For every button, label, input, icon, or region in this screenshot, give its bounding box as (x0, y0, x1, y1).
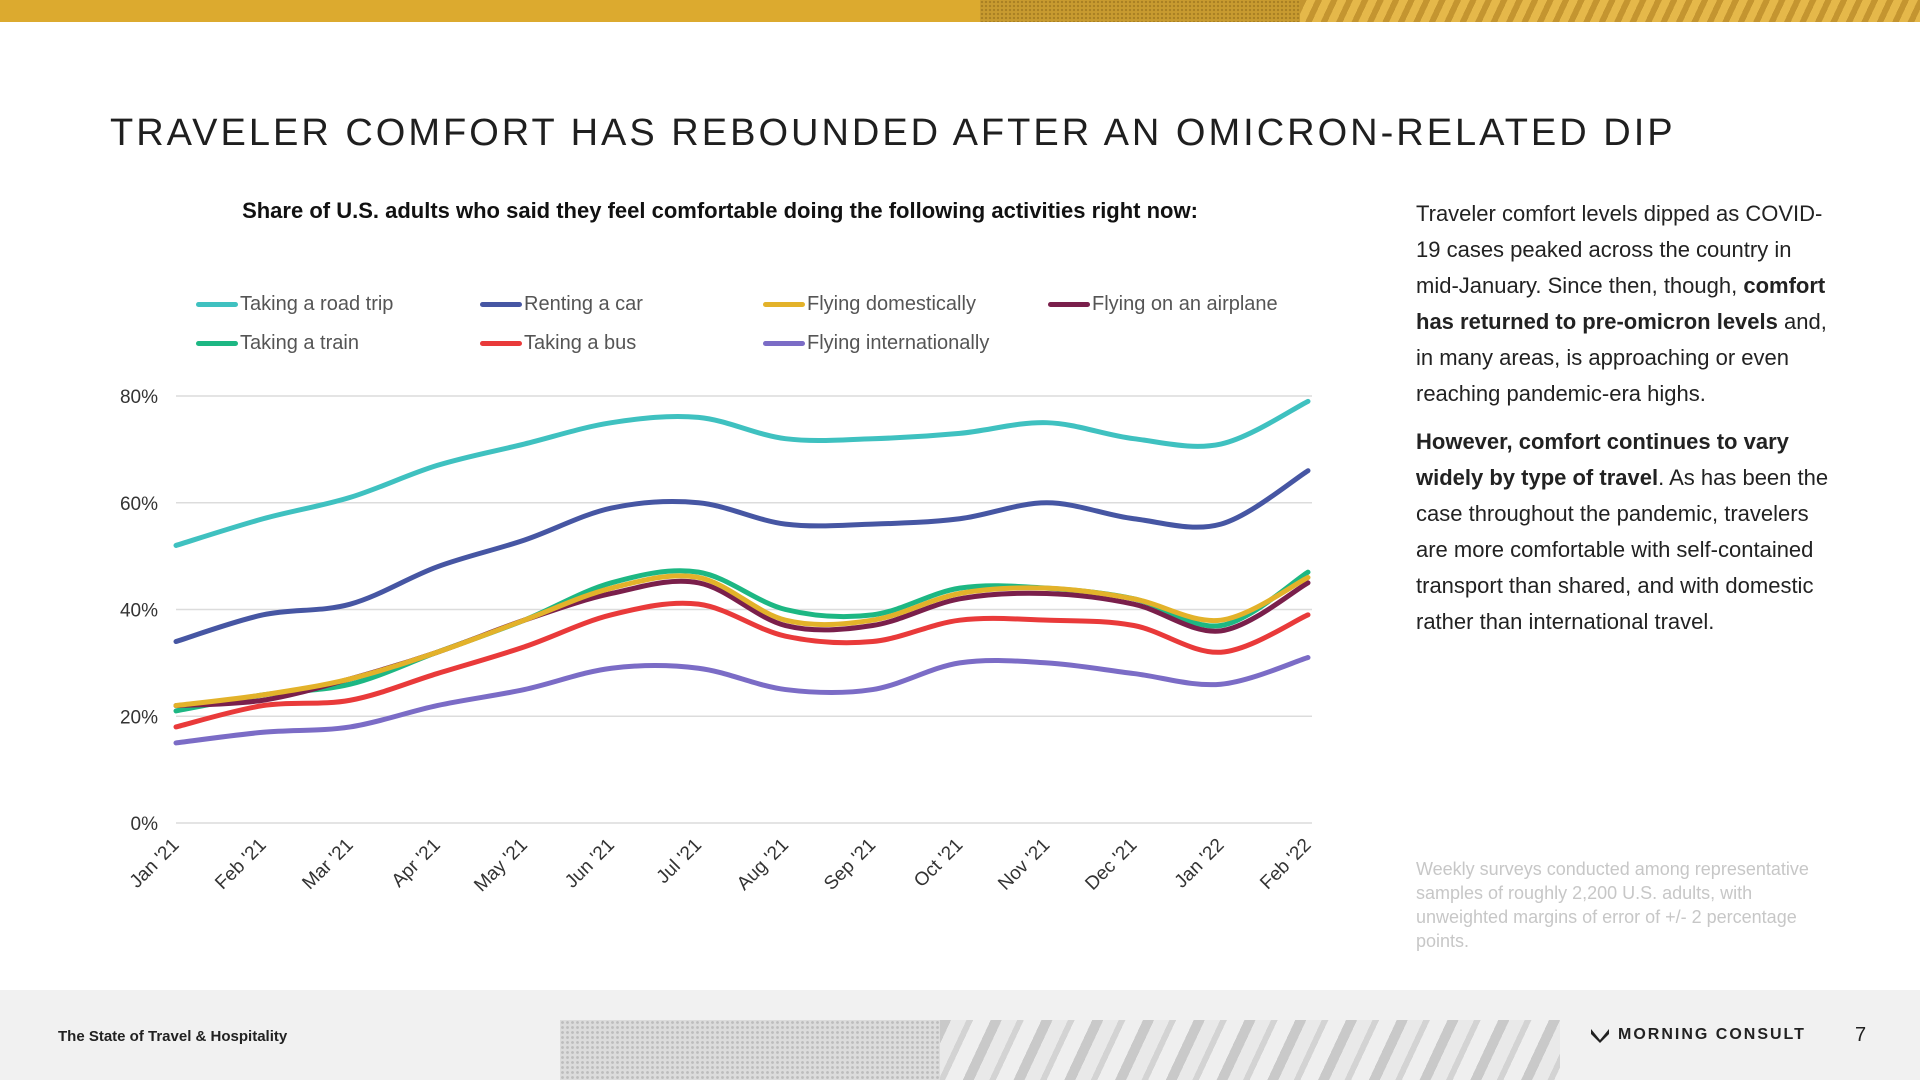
x-tick-label: Jul '21 (653, 835, 706, 888)
footer-stripe-pattern (940, 1020, 1560, 1080)
y-tick-label: 80% (120, 387, 158, 408)
y-tick-label: 60% (120, 494, 158, 515)
x-tick-label: Dec '21 (1081, 835, 1141, 895)
top-bar-dot-pattern (980, 0, 1300, 22)
legend-item: Flying on an airplane (1048, 291, 1278, 317)
commentary-paragraph-2: However, comfort continues to vary widel… (1416, 424, 1836, 640)
y-tick-label: 20% (120, 707, 158, 728)
brand-name: MORNING CONSULT (1618, 1026, 1806, 1043)
commentary-paragraph-1: Traveler comfort levels dipped as COVID-… (1416, 196, 1836, 412)
legend-label: Renting a car (524, 292, 643, 315)
series-line-taking-a-train (173, 568, 1311, 714)
chart-title: Share of U.S. adults who said they feel … (242, 198, 1198, 223)
legend-label: Flying internationally (807, 331, 990, 354)
x-tick-label: Sep '21 (820, 835, 880, 895)
series-line-flying-internationally (173, 655, 1311, 746)
y-tick-label: 40% (120, 601, 158, 622)
commentary-text-2b: . As has been the case throughout the pa… (1416, 465, 1829, 634)
series-line-renting-a-car (173, 468, 1311, 645)
x-tick-label: Aug '21 (733, 835, 793, 895)
x-tick-label: Oct '21 (910, 835, 967, 892)
legend-item: Renting a car (480, 291, 643, 317)
methodology-note: Weekly surveys conducted among represent… (1416, 859, 1809, 951)
legend-swatch (480, 301, 522, 307)
x-tick-label: Feb '21 (211, 835, 270, 894)
page-title: TRAVELER COMFORT HAS REBOUNDED AFTER AN … (110, 112, 1676, 154)
legend-label: Taking a road trip (240, 292, 394, 315)
series-line-taking-a-road-trip (173, 398, 1311, 548)
x-tick-label: Jun '21 (561, 835, 619, 893)
legend-swatch (196, 301, 238, 307)
legend-swatch (763, 340, 805, 346)
report-name: The State of Travel & Hospitality (58, 1028, 288, 1045)
commentary-highlight-2: However, comfort continues to vary widel… (1416, 429, 1789, 490)
legend-label: Taking a train (240, 331, 359, 354)
line-chart: 0% 20% 40% 60% 80% Jan '21 Feb '21 Mar '21 Apr '… (120, 387, 1316, 896)
legend-item: Taking a bus (480, 330, 636, 356)
x-tick-label: Jan '21 (126, 835, 184, 893)
y-tick-label: 0% (131, 814, 159, 835)
brand-logo: MORNING CONSULT (1590, 1026, 1806, 1044)
x-tick-label: Nov '21 (994, 835, 1054, 895)
legend-label: Flying domestically (807, 292, 976, 315)
legend-label: Taking a bus (524, 331, 637, 354)
legend-item: Flying internationally (763, 330, 989, 356)
commentary-text-1a: Traveler comfort levels dipped as COVID-… (1416, 201, 1823, 298)
legend-swatch (480, 340, 522, 346)
footer: The State of Travel & Hospitality MORNIN… (0, 990, 1920, 1080)
x-tick-label: Mar '21 (298, 835, 357, 894)
legend-label: Flying on an airplane (1092, 292, 1278, 315)
commentary-text-1c: and, in many areas, is approaching or ev… (1416, 309, 1827, 406)
legend-item: Taking a train (196, 330, 359, 356)
commentary: Traveler comfort levels dipped as COVID-… (1416, 196, 1836, 652)
legend-swatch (196, 340, 238, 346)
top-bar-solid (0, 0, 980, 22)
legend-item: Flying domestically (763, 291, 976, 317)
series-line-taking-a-bus (173, 600, 1311, 730)
x-tick-label: Jan '22 (1171, 835, 1229, 893)
morning-consult-logo-icon (1591, 1029, 1609, 1043)
legend-item: Taking a road trip (196, 291, 393, 317)
top-accent-bar (0, 0, 1920, 22)
legend-swatch (1048, 301, 1090, 307)
x-tick-label: May '21 (470, 835, 531, 896)
x-tick-label: Apr '21 (388, 835, 445, 892)
top-bar-stripe-pattern (1300, 0, 1920, 22)
commentary-highlight-1: comfort has returned to pre-omicron leve… (1416, 273, 1826, 334)
page-number: 7 (1855, 1024, 1867, 1046)
footer-dot-pattern (560, 1020, 940, 1080)
legend-swatch (763, 301, 805, 307)
series-line-flying-domestically (173, 573, 1311, 709)
x-tick-label: Feb '22 (1256, 835, 1315, 894)
